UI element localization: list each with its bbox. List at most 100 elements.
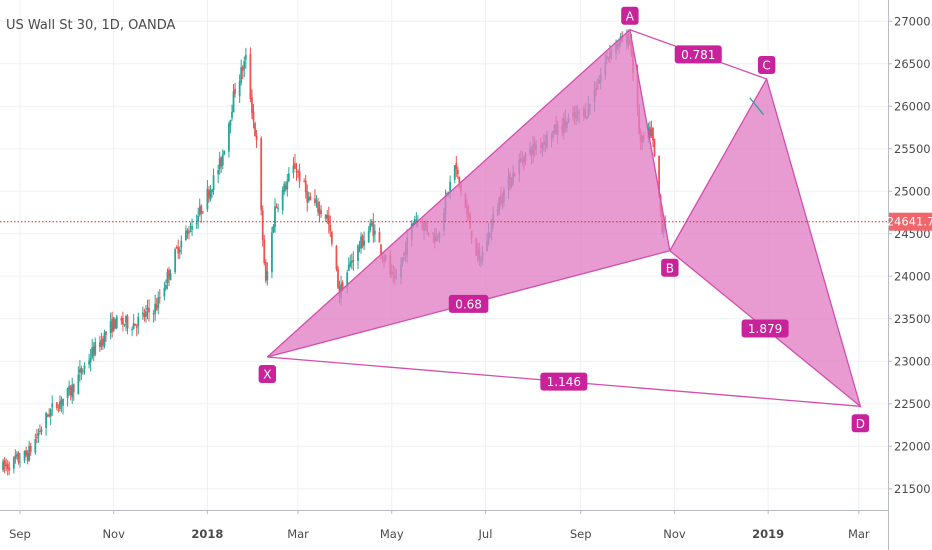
- pattern-point-a[interactable]: A: [621, 6, 639, 25]
- candle: [15, 450, 18, 460]
- pattern-triangle-bcd[interactable]: [669, 77, 862, 409]
- svg-text:X: X: [263, 368, 271, 382]
- xabcd-pattern[interactable]: X A B C D 0.68 0.781 1.879 1.146: [258, 6, 870, 433]
- svg-text:24641.7: 24641.7: [887, 215, 932, 229]
- candle: [141, 306, 144, 320]
- candle: [329, 215, 332, 238]
- annotation-line[interactable]: [749, 97, 765, 116]
- candle: [68, 380, 71, 396]
- candle: [238, 74, 241, 103]
- candle: [261, 205, 264, 247]
- current-price-tag: 24641.7: [887, 212, 932, 231]
- pattern-point-d[interactable]: D: [851, 414, 870, 433]
- candle: [212, 168, 215, 195]
- candle: [369, 219, 372, 233]
- y-tick-label: 21500.0: [894, 482, 932, 496]
- candle: [115, 314, 118, 330]
- candle: [294, 153, 296, 170]
- candle: [361, 234, 364, 249]
- candle: [69, 384, 72, 401]
- y-tick-label: 22000.0: [894, 439, 932, 453]
- candle: [169, 269, 172, 281]
- candle: [191, 218, 193, 237]
- candle: [327, 206, 330, 234]
- candle: [177, 239, 180, 260]
- candle: [5, 458, 8, 472]
- candle: [17, 451, 20, 465]
- candle: [201, 210, 204, 215]
- candle: [112, 316, 115, 333]
- candle: [217, 164, 220, 184]
- candle: [231, 104, 233, 121]
- y-tick-label: 27000.0: [894, 14, 932, 28]
- ratio-label-0-781[interactable]: 0.781: [674, 45, 722, 64]
- candle: [132, 313, 135, 330]
- candle: [145, 305, 147, 323]
- candle: [55, 402, 58, 411]
- candle: [49, 408, 52, 426]
- candle: [137, 312, 140, 335]
- candle: [277, 203, 279, 213]
- candle: [123, 323, 126, 327]
- candle: [92, 341, 95, 362]
- candle: [284, 181, 287, 192]
- candle: [292, 157, 295, 179]
- candle: [653, 138, 656, 158]
- candle: [283, 181, 286, 195]
- candle: [78, 360, 81, 382]
- candle: [241, 64, 244, 80]
- candle: [48, 408, 51, 418]
- candle: [102, 335, 104, 350]
- candle: [163, 281, 166, 301]
- candle: [8, 461, 11, 476]
- candle: [57, 404, 60, 413]
- pattern-point-x[interactable]: X: [258, 365, 277, 383]
- candle: [206, 179, 209, 212]
- pattern-point-c[interactable]: C: [757, 56, 776, 75]
- candle: [303, 178, 306, 183]
- candle: [82, 368, 84, 375]
- candle: [295, 162, 298, 181]
- candle: [347, 257, 350, 271]
- candle: [360, 232, 362, 254]
- candle: [281, 186, 284, 215]
- x-tick-label: 2018: [191, 527, 223, 541]
- candle: [155, 297, 158, 311]
- candle: [37, 428, 40, 443]
- candle: [178, 246, 181, 259]
- x-tick-label: Sep: [570, 527, 592, 541]
- candle: [94, 337, 97, 357]
- candle: [26, 449, 29, 465]
- candle: [91, 338, 94, 360]
- candle: [221, 149, 224, 170]
- pattern-point-b[interactable]: B: [661, 258, 679, 277]
- candle: [211, 189, 213, 198]
- candle: [297, 168, 299, 178]
- x-tick-label: May: [380, 527, 404, 541]
- candle: [413, 215, 416, 225]
- ratio-label-1-879[interactable]: 1.879: [741, 319, 789, 338]
- svg-text:1.146: 1.146: [547, 375, 581, 389]
- candle: [148, 299, 150, 322]
- ratio-label-1-146[interactable]: 1.146: [540, 372, 588, 391]
- candle: [152, 309, 155, 323]
- candle: [223, 150, 226, 156]
- candle: [335, 244, 338, 272]
- candle: [126, 314, 129, 335]
- candle: [29, 442, 32, 456]
- candle: [218, 151, 221, 175]
- candle: [260, 136, 263, 216]
- candle: [166, 268, 169, 290]
- candle: [455, 155, 458, 178]
- candle: [88, 353, 91, 369]
- candle: [287, 167, 290, 183]
- y-tick-label: 25500.0: [894, 142, 932, 156]
- candle: [184, 225, 187, 241]
- ratio-label-0-68[interactable]: 0.68: [448, 294, 489, 313]
- candle: [372, 213, 375, 243]
- svg-text:0.781: 0.781: [681, 48, 715, 62]
- candle: [272, 223, 275, 234]
- x-tick-label: Nov: [663, 527, 686, 541]
- candle: [111, 311, 114, 338]
